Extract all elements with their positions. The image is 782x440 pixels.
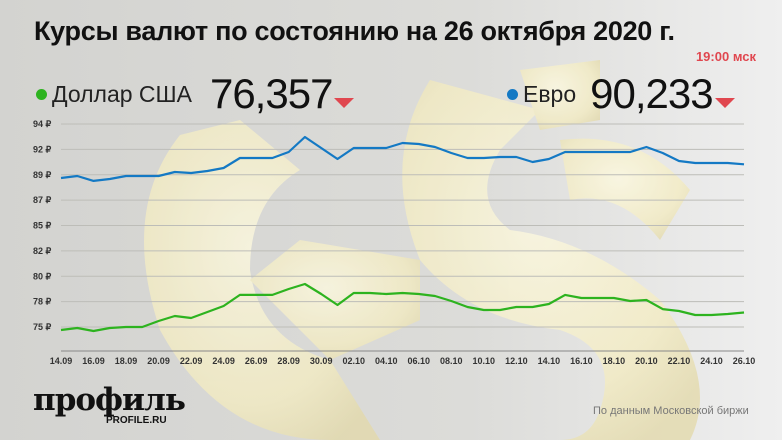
usd-label: Доллар США — [52, 80, 192, 107]
x-tick-label: 20.09 — [147, 356, 170, 366]
x-tick-label: 24.10 — [700, 356, 723, 366]
page-title: Курсы валют по состоянию на 26 октября 2… — [34, 16, 675, 46]
x-tick-label: 30.09 — [310, 356, 333, 366]
legend-eur: Евро 90,233 — [507, 70, 735, 118]
usd-dot-icon — [36, 88, 47, 100]
usd-value: 76,357 — [209, 70, 333, 117]
profile-logo-sub: PROFILE.RU — [106, 415, 167, 426]
profile-logo: профиль — [33, 382, 186, 418]
x-tick-label: 18.10 — [603, 356, 626, 366]
y-tick-label: 78 ₽ — [33, 297, 52, 307]
y-tick-label: 92 ₽ — [33, 144, 52, 154]
down-arrow-icon — [714, 98, 735, 108]
y-tick-label: 75 ₽ — [33, 322, 52, 332]
x-tick-label: 08.10 — [440, 356, 463, 366]
y-tick-label: 82 ₽ — [33, 246, 52, 256]
x-tick-label: 10.10 — [473, 356, 496, 366]
y-tick-label: 89 ₽ — [33, 170, 52, 180]
x-tick-label: 22.09 — [180, 356, 203, 366]
x-tick-label: 24.09 — [212, 356, 235, 366]
x-tick-label: 02.10 — [342, 356, 365, 366]
x-tick-label: 26.09 — [245, 356, 268, 366]
timestamp: 19:00 мск — [695, 49, 756, 64]
eur-dot-icon — [507, 88, 518, 100]
y-tick-label: 87 ₽ — [33, 195, 52, 205]
eur-label: Евро — [523, 80, 577, 107]
legend-usd: Доллар США 76,357 — [36, 70, 355, 118]
x-tick-label: 26.10 — [733, 356, 756, 366]
x-tick-label: 18.09 — [115, 356, 138, 366]
x-tick-label: 04.10 — [375, 356, 398, 366]
x-tick-label: 06.10 — [407, 356, 430, 366]
down-arrow-icon — [334, 98, 355, 108]
series-line-usd — [60, 282, 745, 333]
x-tick-label: 20.10 — [635, 356, 658, 366]
x-tick-label: 16.09 — [82, 356, 105, 366]
eur-value: 90,233 — [590, 70, 713, 117]
y-tick-label: 80 ₽ — [33, 271, 52, 281]
series-line-eur — [60, 135, 745, 182]
x-tick-label: 14.09 — [50, 356, 73, 366]
x-tick-label: 16.10 — [570, 356, 593, 366]
y-tick-label: 94 ₽ — [33, 119, 52, 129]
y-tick-label: 85 ₽ — [33, 221, 52, 231]
source-note: По данным Московской биржи — [593, 405, 749, 417]
x-tick-label: 14.10 — [538, 356, 561, 366]
x-tick-label: 12.10 — [505, 356, 528, 366]
x-tick-label: 28.09 — [277, 356, 300, 366]
x-tick-label: 22.10 — [668, 356, 691, 366]
